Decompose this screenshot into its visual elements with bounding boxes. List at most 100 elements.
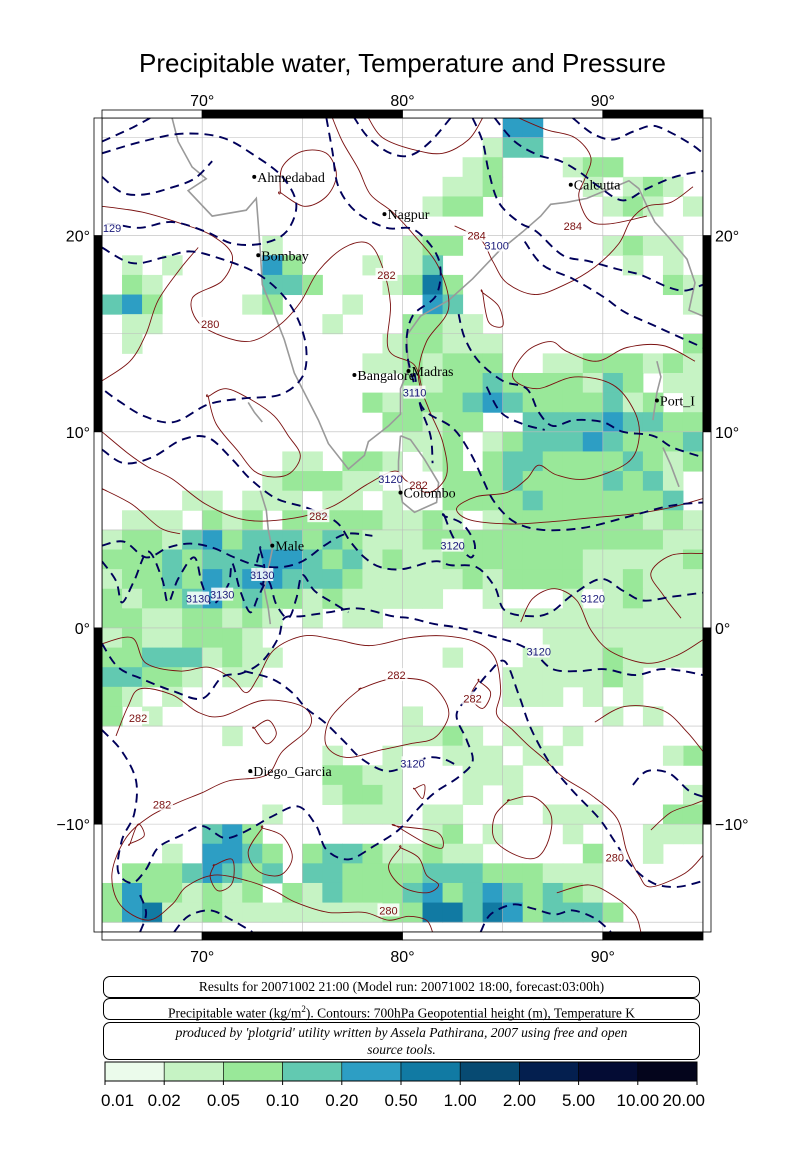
pw-cell	[422, 353, 444, 374]
temperature-contour	[128, 823, 145, 846]
pw-cell	[402, 588, 424, 609]
temperature-contour	[209, 858, 235, 892]
pw-cell	[302, 843, 323, 864]
pw-cell	[162, 549, 183, 570]
pw-cell	[162, 608, 183, 629]
contour-label: 280	[379, 905, 397, 917]
frame-segment-left	[93, 627, 103, 825]
temperature-contour	[368, 118, 483, 155]
lat-tick-label-right: 20°	[715, 229, 739, 246]
pw-cell	[342, 471, 363, 492]
pw-cell	[402, 863, 424, 884]
pw-cell	[662, 510, 684, 531]
pw-cell	[422, 392, 444, 413]
frame-segment-top	[101, 109, 203, 119]
pw-cell	[242, 667, 263, 688]
pw-cell	[422, 412, 444, 433]
pw-cell	[582, 667, 604, 688]
pw-cell	[342, 294, 363, 315]
pw-cell	[322, 471, 343, 492]
pw-cell	[122, 549, 143, 570]
pw-cell	[442, 431, 464, 452]
pw-cell	[422, 431, 444, 452]
lat-tick-label-left: −10°	[56, 817, 90, 834]
contour-label-background	[187, 591, 210, 605]
pw-cell	[642, 569, 664, 590]
pw-cell	[542, 804, 564, 825]
colorbar-label: 20.00	[662, 1091, 705, 1110]
pw-cell	[402, 412, 424, 433]
pw-cell	[162, 255, 183, 276]
pw-cell	[182, 627, 203, 649]
temperature-contour	[650, 552, 703, 619]
pw-cell	[142, 882, 163, 904]
pw-cell	[462, 843, 484, 864]
temperature-contour	[456, 341, 703, 525]
pw-cell	[522, 882, 544, 904]
pw-cell	[442, 882, 464, 904]
pw-cell	[602, 412, 624, 433]
frame-segment-bottom	[402, 931, 604, 941]
pw-cell	[602, 549, 624, 570]
pw-cell	[322, 588, 343, 609]
temperature-contour	[247, 825, 293, 877]
pw-cell	[422, 588, 444, 609]
city-label: Nagpur	[387, 208, 429, 223]
pw-cell	[242, 902, 263, 923]
pw-cell	[402, 902, 424, 923]
city-label: Colombo	[403, 487, 455, 502]
temperature-contour	[388, 845, 440, 894]
pw-cell	[682, 353, 703, 374]
pw-cell	[522, 392, 544, 413]
pw-cell	[222, 627, 243, 649]
pw-cell	[682, 824, 703, 845]
pw-cell	[502, 765, 524, 786]
contour-label-background	[485, 238, 508, 252]
pw-cell	[302, 569, 323, 590]
pw-cell	[622, 392, 644, 413]
lat-tick-label-left: 10°	[66, 425, 90, 442]
pw-cell	[642, 471, 664, 492]
frame-segment-left	[93, 431, 103, 629]
pw-cell	[602, 157, 624, 178]
temperature-contour	[391, 824, 444, 849]
pw-cell	[382, 353, 403, 374]
pw-cell	[622, 235, 644, 256]
temperature-contour	[252, 719, 277, 745]
pw-cell	[582, 902, 604, 923]
lon-tick-label-bottom: 80°	[390, 949, 414, 966]
pw-cell	[102, 706, 123, 727]
pw-cell	[282, 490, 303, 511]
pw-cell	[542, 392, 564, 413]
pw-cell	[462, 471, 484, 492]
pw-cell	[182, 882, 203, 904]
pw-cell	[442, 824, 464, 845]
pw-cell	[502, 863, 524, 884]
pw-cell	[462, 726, 484, 747]
pw-cell	[462, 784, 484, 806]
pw-cell	[102, 588, 123, 609]
pw-cell	[482, 510, 504, 531]
pw-cell	[382, 490, 403, 511]
pw-cell	[402, 529, 424, 551]
city-label: Diego_Garcia	[253, 765, 332, 780]
pw-cell	[122, 510, 143, 531]
pw-cell	[662, 451, 684, 472]
pw-cell	[482, 765, 504, 786]
city-marker-icon	[654, 398, 659, 403]
pw-cell	[502, 569, 524, 590]
pw-cell	[342, 510, 363, 531]
pw-cell	[562, 902, 584, 923]
colorbar-label: 0.05	[207, 1091, 240, 1110]
pw-cell	[202, 490, 223, 511]
pw-cell	[462, 863, 484, 884]
sri-lanka-coastline	[397, 435, 440, 514]
pw-cell	[422, 569, 444, 590]
lon-tick-label-top: 90°	[591, 93, 615, 110]
city-marker-icon	[406, 369, 411, 374]
contour-label: 282	[153, 800, 171, 812]
lat-tick-label-left: 0°	[75, 621, 90, 638]
pw-cell	[502, 471, 524, 492]
colorbar-swatch	[400, 1061, 461, 1082]
contour-label: 280	[606, 852, 624, 864]
